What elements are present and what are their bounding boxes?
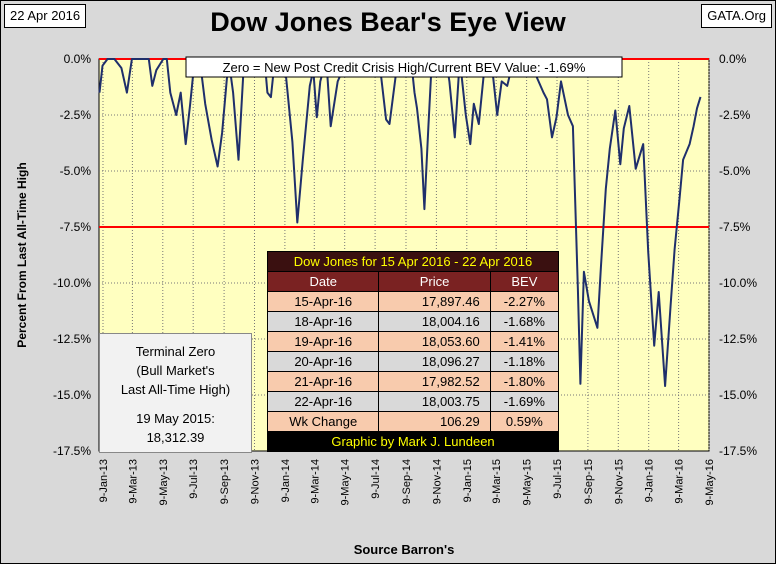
terminal-line-3: Last All-Time High) (120, 382, 231, 397)
row-bev: -1.41% (489, 331, 560, 352)
row-bev: -1.18% (489, 351, 560, 372)
subtitle-box (185, 56, 623, 78)
y-tick-label-left: -15.0% (53, 388, 91, 402)
y-tick-label-right: 0.0% (719, 52, 747, 66)
terminal-line-1: Terminal Zero (135, 344, 216, 359)
y-tick-label-right: -10.0% (719, 276, 757, 290)
row-bev: -2.27% (489, 291, 560, 312)
row-date: 21-Apr-16 (266, 371, 380, 392)
y-tick-label-left: -17.5% (53, 444, 91, 458)
x-tick-label: 9-Jan-16 (644, 459, 656, 502)
x-tick-label: 9-May-13 (158, 459, 170, 505)
row-date: 22-Apr-16 (266, 391, 380, 412)
x-tick-label: 9-Mar-15 (491, 459, 503, 504)
weekly-table: Dow Jones for 15 Apr 2016 - 22 Apr 2016 … (266, 251, 560, 452)
row-bev: -1.69% (489, 391, 560, 412)
row-price: 18,004.16 (378, 311, 491, 332)
x-tick-label: 9-Jul-15 (552, 459, 564, 499)
row-date: 20-Apr-16 (266, 351, 380, 372)
date-label: 22 Apr 2016 (4, 4, 87, 28)
x-tick-label: 9-Jan-14 (280, 459, 292, 502)
x-tick-label: 9-May-15 (522, 459, 534, 505)
y-tick-label-left: -12.5% (53, 332, 91, 346)
source-label: GATA.Org (701, 4, 772, 28)
chart-title: Dow Jones Bear's Eye View (210, 7, 566, 37)
col-price: Price (378, 271, 491, 292)
y-tick-label-right: -15.0% (719, 388, 757, 402)
x-axis-label: Source Barron's (354, 542, 455, 557)
wk-change-row: Wk Change 106.29 0.59% (266, 411, 560, 432)
table-row: 18-Apr-16 18,004.16 -1.68% (266, 311, 560, 332)
row-price: 18,053.60 (378, 331, 491, 352)
y-axis-label: Percent From Last All-Time High (15, 162, 29, 347)
y-tick-label-right: -17.5% (719, 444, 757, 458)
y-tick-label-right: -7.5% (719, 220, 751, 234)
row-price: 18,003.75 (378, 391, 491, 412)
wk-change-price: 106.29 (378, 411, 491, 432)
x-tick-label: 9-Nov-15 (613, 459, 625, 504)
x-tick-label: 9-May-16 (704, 459, 716, 505)
table-row: 21-Apr-16 17,982.52 -1.80% (266, 371, 560, 392)
wk-change-bev: 0.59% (489, 411, 560, 432)
row-bev: -1.68% (489, 311, 560, 332)
y-tick-label-left: -7.5% (60, 220, 92, 234)
y-tick-label-left: 0.0% (64, 52, 92, 66)
row-price: 17,982.52 (378, 371, 491, 392)
y-tick-label-right: -5.0% (719, 164, 751, 178)
table-row: 19-Apr-16 18,053.60 -1.41% (266, 331, 560, 352)
terminal-zero-box: Terminal Zero (Bull Market's Last All-Ti… (99, 333, 252, 453)
table-row: 22-Apr-16 18,003.75 -1.69% (266, 391, 560, 412)
x-tick-label: 9-Nov-13 (249, 459, 261, 504)
x-tick-label: 9-Mar-16 (674, 459, 686, 504)
x-tick-label: 9-Mar-14 (309, 459, 321, 504)
y-tick-label-right: -2.5% (719, 108, 751, 122)
terminal-line-5: 18,312.39 (146, 430, 205, 445)
chart-subtitle: Zero = New Post Credit Crisis High/Curre… (223, 60, 586, 75)
x-tick-label: 9-Sep-14 (401, 459, 413, 504)
terminal-line-2: (Bull Market's (136, 363, 215, 378)
row-date: 15-Apr-16 (266, 291, 380, 312)
row-bev: -1.80% (489, 371, 560, 392)
x-tick-label: 9-Mar-13 (127, 459, 139, 504)
row-price: 17,897.46 (378, 291, 491, 312)
x-tick-label: 9-May-14 (340, 459, 352, 505)
wk-change-label: Wk Change (266, 411, 380, 432)
terminal-line-4: 19 May 2015: (136, 411, 215, 426)
col-date: Date (266, 271, 380, 292)
x-tick-label: 9-Jan-13 (98, 459, 110, 502)
y-tick-label-right: -12.5% (719, 332, 757, 346)
y-tick-label-left: -5.0% (60, 164, 92, 178)
col-bev: BEV (489, 271, 560, 292)
row-price: 18,096.27 (378, 351, 491, 372)
x-tick-label: 9-Nov-14 (431, 459, 443, 504)
table-title: Dow Jones for 15 Apr 2016 - 22 Apr 2016 (267, 251, 559, 272)
x-tick-label: 9-Jul-13 (188, 459, 200, 499)
x-tick-label: 9-Sep-15 (583, 459, 595, 504)
y-tick-label-left: -2.5% (60, 108, 92, 122)
row-date: 19-Apr-16 (266, 331, 380, 352)
x-tick-label: 9-Sep-13 (219, 459, 231, 504)
table-row: 15-Apr-16 17,897.46 -2.27% (266, 291, 560, 312)
x-tick-label: 9-Jul-14 (370, 459, 382, 499)
table-row: 20-Apr-16 18,096.27 -1.18% (266, 351, 560, 372)
row-date: 18-Apr-16 (266, 311, 380, 332)
y-tick-label-left: -10.0% (53, 276, 91, 290)
x-tick-label: 9-Jan-15 (462, 459, 474, 502)
table-footer: Graphic by Mark J. Lundeen (267, 431, 559, 452)
